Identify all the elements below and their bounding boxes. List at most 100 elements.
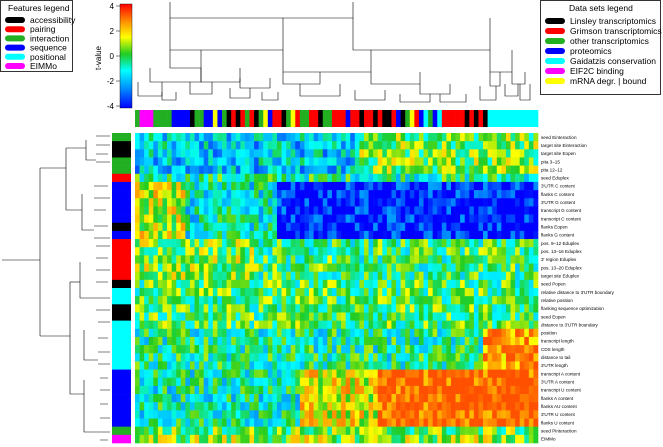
heatmap-cell [354, 198, 360, 207]
heatmap-cell [254, 385, 259, 395]
row-dendrogram [2, 135, 110, 441]
heatmap-cell [258, 214, 264, 224]
heatmap-cell [396, 190, 401, 199]
heatmap-cell [139, 345, 145, 354]
heatmap-cell [515, 141, 520, 150]
heatmap-cell [295, 198, 301, 207]
heatmap-cell [249, 230, 255, 240]
heatmap-cell [322, 165, 328, 175]
row-label: 3'UTR G content [541, 200, 576, 205]
heatmap-cell [464, 288, 470, 297]
feature-group-cell [112, 190, 131, 199]
heatmap-cell [423, 345, 429, 354]
heatmap-cell [231, 418, 237, 427]
heatmap-cell [254, 418, 259, 427]
heatmap-cell [441, 230, 447, 240]
heatmap-cell [510, 336, 516, 346]
heatmap-cell [373, 263, 379, 272]
heatmap-cell [428, 271, 433, 281]
heatmap-cell [354, 230, 360, 240]
heatmap-cell [505, 157, 511, 166]
heatmap-cell [409, 206, 415, 215]
heatmap-cell [359, 263, 365, 272]
heatmap-cell [418, 157, 424, 166]
heatmap-cell [423, 239, 429, 248]
heatmap-cell [295, 230, 301, 240]
heatmap-cell [505, 296, 511, 305]
heatmap-cell [432, 141, 438, 150]
heatmap-cell [396, 271, 401, 281]
heatmap-cell [203, 247, 209, 256]
heatmap-cell [222, 230, 227, 240]
features-legend-label: sequence [30, 43, 67, 53]
heatmap-cell [290, 410, 296, 419]
heatmap-cell [446, 271, 452, 281]
heatmap-cell [309, 247, 314, 256]
heatmap-cell [396, 279, 401, 289]
heatmap-cell [290, 165, 296, 175]
heatmap-cell [336, 288, 342, 297]
heatmap-cell [492, 426, 498, 436]
heatmap-cell [354, 255, 360, 264]
heatmap-cell [432, 181, 438, 191]
heatmap-cell [244, 336, 250, 346]
heatmap-cell [460, 320, 466, 330]
heatmap-cell [528, 247, 534, 256]
heatmap-cell [391, 222, 397, 232]
heatmap-cell [341, 214, 346, 224]
heatmap-cell [363, 345, 369, 354]
heatmap-cell [144, 361, 150, 370]
heatmap-cell [162, 434, 168, 444]
heatmap-cell [144, 328, 150, 338]
heatmap-cell [290, 345, 296, 354]
heatmap-cell [171, 141, 177, 150]
heatmap-cell [199, 222, 204, 232]
heatmap-cell [455, 157, 461, 166]
heatmap-cell [327, 369, 333, 379]
heatmap-cell [309, 157, 314, 166]
heatmap-cell [478, 361, 484, 370]
heatmap-cell [515, 198, 520, 207]
heatmap-cell [331, 328, 337, 338]
heatmap-cell [318, 377, 324, 387]
heatmap-cell [409, 369, 415, 379]
heatmap-cell [263, 418, 269, 427]
heatmap-cell [194, 377, 200, 387]
heatmap-cell [276, 198, 282, 207]
heatmap-cell [258, 157, 264, 166]
dataset-strip-cell [460, 110, 466, 127]
heatmap-cell [189, 255, 195, 264]
heatmap-cell [244, 279, 250, 289]
heatmap-cell [396, 141, 401, 150]
heatmap-cell [135, 361, 140, 370]
dataset-strip-cell [478, 110, 484, 127]
heatmap-cell [391, 190, 397, 199]
heatmap-cell [446, 198, 452, 207]
heatmap-cell [290, 190, 296, 199]
heatmap-cell [528, 312, 534, 321]
heatmap-cell [341, 410, 346, 419]
heatmap-cell [373, 296, 379, 305]
heatmap-cell [322, 141, 328, 150]
heatmap-cell [272, 288, 278, 297]
heatmap-cell [510, 173, 516, 183]
heatmap-cell [244, 361, 250, 370]
heatmap-cell [267, 230, 273, 240]
heatmap-cell [217, 361, 223, 370]
heatmap-cell [249, 141, 255, 150]
heatmap-cell [391, 288, 397, 297]
heatmap-cell [418, 336, 424, 346]
heatmap-cell [501, 181, 507, 191]
heatmap-cell [267, 328, 273, 338]
heatmap-cell [290, 157, 296, 166]
heatmap-cell [382, 426, 388, 436]
heatmap-cell [350, 239, 356, 248]
heatmap-cell [373, 353, 379, 362]
heatmap-cell [318, 190, 324, 199]
heatmap-cell [171, 426, 177, 436]
heatmap-cell [263, 149, 269, 158]
heatmap-cell [386, 230, 392, 240]
heatmap-cell [382, 141, 388, 150]
heatmap-cell [473, 141, 479, 150]
heatmap-cell [428, 402, 433, 411]
